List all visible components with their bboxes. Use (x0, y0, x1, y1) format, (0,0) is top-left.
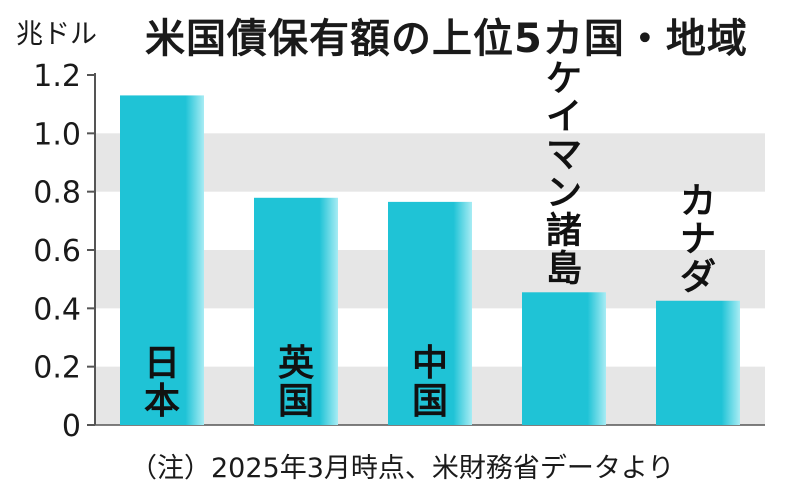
category-label-1: 英国 (278, 343, 315, 422)
bar-1 (254, 197, 338, 425)
y-axis-unit: 兆ドル (16, 19, 97, 50)
y-tick-label: 0.2 (33, 351, 81, 386)
y-tick-labels: 0 0.2 0.4 0.6 0.8 1.0 1.2 (33, 59, 81, 444)
source-note: （注）2025年3月時点、米財務省データより (130, 453, 675, 484)
y-tick-label: 0 (62, 409, 81, 444)
bar-0 (120, 95, 204, 426)
y-tick-label: 1.2 (33, 59, 81, 94)
y-tick-label: 0.4 (33, 292, 81, 327)
category-label-4: カナダ (680, 181, 716, 298)
chart-title: 米国債保有額の上位5カ国・地域 (145, 16, 748, 62)
bars (120, 95, 740, 426)
bar-3 (522, 292, 606, 425)
y-tick-label: 0.6 (33, 234, 81, 269)
bar-4 (656, 300, 740, 425)
y-tick-label: 1.0 (33, 117, 81, 152)
bar-2 (388, 201, 472, 425)
category-label-0: 日本 (144, 343, 180, 422)
y-tick-label: 0.8 (33, 176, 81, 211)
grid-band (95, 133, 765, 192)
category-label-3: ケイマン諸島 (546, 58, 582, 289)
category-label-2: 中国 (412, 343, 448, 422)
